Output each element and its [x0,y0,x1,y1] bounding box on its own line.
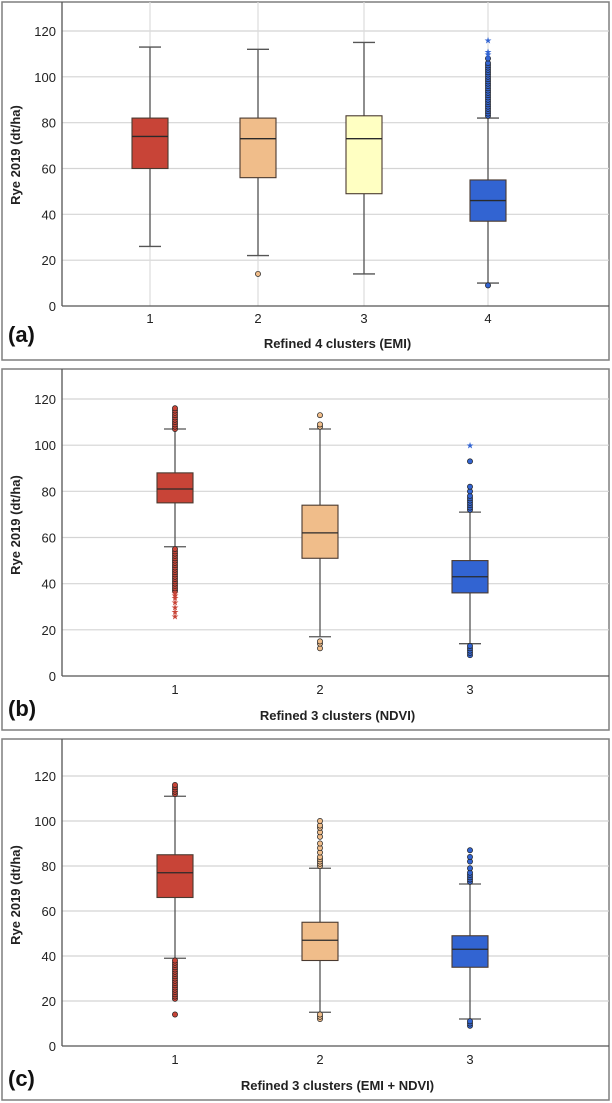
outlier-point [172,782,178,788]
y-axis-title: Rye 2019 (dt/ha) [8,845,23,945]
x-tick-label: 3 [466,682,473,697]
x-axis-title: Refined 3 clusters (EMI + NDVI) [241,1078,434,1093]
x-tick-label: 2 [316,1052,323,1067]
outlier-point [317,818,323,824]
outlier-point [467,458,473,465]
y-tick-label: 60 [42,531,56,546]
iqr-box [156,472,194,504]
x-tick-label: 1 [146,311,153,326]
extreme-point: ★ [171,594,179,604]
outlier-point [485,282,491,289]
y-tick-label: 60 [42,162,56,177]
extreme-point: ★ [484,48,492,58]
panel-b: 0 20 40 60 80 100 120 Rye 2019 (dt/ha) 1 2 3 Refine… [1,368,610,731]
box-cluster-2 [301,818,339,1022]
panel-label: (c) [8,1066,35,1091]
box-cluster-1: ★★★★★★★ [156,405,194,622]
panel-a: 0 20 40 60 80 100 120 Rye 2019 (dt/ha) 1 2 3 4 Refin… [1,1,610,361]
box-cluster-1 [131,46,169,248]
box-cluster-2 [301,412,339,652]
y-axis-title: Rye 2019 (dt/ha) [8,105,23,205]
box-cluster-3: ★ [451,442,489,659]
y-tick-label: 40 [42,577,56,592]
iqr-box [156,854,194,899]
panel-frame [1,1,610,361]
extreme-point: ★ [171,589,179,599]
y-tick-label: 120 [34,769,56,784]
panel-label: (a) [8,322,35,347]
outlier-point [467,643,473,649]
extreme-point: ★ [484,37,492,47]
y-tick-label: 0 [49,669,56,684]
outlier-point [485,55,491,62]
panel-label: (b) [8,696,36,721]
x-tick-label: 4 [484,311,491,326]
iqr-box [301,504,339,559]
x-tick-label: 3 [360,311,367,326]
y-tick-label: 0 [49,299,56,314]
extreme-point: ★ [466,442,474,452]
outlier-point [467,865,473,872]
outlier-point [172,546,178,552]
extreme-point: ★ [171,603,179,613]
outlier-point [317,638,323,645]
iqr-box [345,115,383,195]
x-axis-title: Refined 3 clusters (NDVI) [260,708,415,723]
y-tick-label: 20 [42,253,56,268]
y-tick-label: 100 [34,814,56,829]
y-axis-title: Rye 2019 (dt/ha) [8,475,23,575]
y-tick-label: 0 [49,1039,56,1054]
x-tick-label: 1 [171,1052,178,1067]
outlier-point [172,405,178,412]
x-tick-label: 3 [466,1052,473,1067]
y-tick-label: 100 [34,438,56,453]
extreme-point: ★ [171,592,179,602]
extreme-point: ★ [171,599,179,609]
extreme-point: ★ [484,50,492,60]
panel-frame [1,738,610,1101]
outlier-point [467,483,473,490]
iqr-box [451,935,489,968]
outlier-point [317,421,323,428]
outlier-point [317,1011,323,1018]
box-cluster-2 [239,48,277,277]
x-tick-label: 2 [254,311,261,326]
y-tick-label: 80 [42,859,56,874]
y-tick-label: 80 [42,484,56,499]
iqr-box [301,921,339,962]
panel-c: 0 20 40 60 80 100 120 Rye 2019 (dt/ha) 1 2 3 Refine… [1,738,610,1101]
outlier-point [467,854,473,860]
outlier-point [317,412,323,419]
iqr-box [239,117,277,179]
extreme-point: ★ [171,608,179,618]
y-tick-label: 60 [42,904,56,919]
x-tick-label: 1 [171,682,178,697]
outlier-point [255,270,261,277]
box-cluster-3 [345,41,383,275]
box-cluster-1 [156,782,194,1018]
y-tick-label: 20 [42,623,56,638]
box-cluster-3 [451,847,489,1029]
y-tick-label: 120 [34,24,56,39]
y-tick-label: 40 [42,207,56,222]
y-tick-label: 120 [34,392,56,407]
x-tick-label: 2 [316,682,323,697]
y-tick-label: 80 [42,116,56,131]
outlier-point [467,1018,473,1025]
outlier-point [172,1011,178,1018]
outlier-point [467,847,473,854]
extreme-point: ★ [171,612,179,622]
iqr-box [131,117,169,170]
x-axis-title: Refined 4 clusters (EMI) [264,336,411,351]
box-cluster-4: ★★★ [469,37,507,289]
outlier-point [317,840,323,847]
y-tick-label: 100 [34,70,56,85]
y-tick-label: 40 [42,949,56,964]
y-tick-label: 20 [42,994,56,1009]
outlier-point [172,957,178,964]
